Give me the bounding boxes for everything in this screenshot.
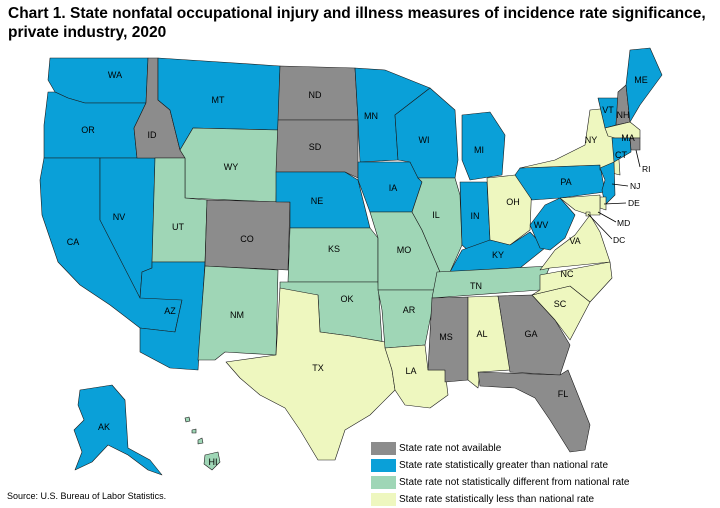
legend-swatch-not-different	[371, 476, 396, 489]
label-WV: WV	[534, 220, 549, 230]
state-FL	[477, 369, 591, 453]
leader-md	[597, 211, 617, 223]
leader-nj	[611, 183, 629, 187]
state-NC	[531, 261, 613, 303]
chart-title: Chart 1. State nonfatal occupational inj…	[8, 5, 706, 41]
state-WV	[529, 197, 576, 251]
label-AL: AL	[476, 329, 487, 339]
label-IA: IA	[389, 183, 398, 193]
state-ME	[625, 47, 663, 123]
source-note: Source: U.S. Bureau of Labor Statistics.	[7, 491, 167, 501]
label-OK: OK	[340, 294, 353, 304]
label-FL: FL	[558, 389, 569, 399]
label-WY: WY	[224, 162, 239, 172]
label-MS: MS	[439, 332, 453, 342]
label-RI: RI	[642, 164, 651, 174]
label-UT: UT	[172, 222, 184, 232]
leader-de	[603, 202, 627, 205]
label-WI: WI	[419, 135, 430, 145]
label-AK: AK	[98, 422, 110, 432]
leader-dc	[587, 213, 613, 240]
legend-item-not-available: State rate not available	[371, 440, 711, 457]
label-MD: MD	[617, 218, 630, 228]
state-labels: WA OR CA NV ID MT WY UT AZ CO NM ND SD N…	[67, 70, 651, 467]
label-IN: IN	[471, 211, 480, 221]
label-MA: MA	[621, 133, 635, 143]
label-NE: NE	[311, 196, 324, 206]
state-AR	[377, 289, 438, 349]
label-WA: WA	[108, 70, 122, 80]
label-MT: MT	[212, 95, 225, 105]
label-TX: TX	[312, 363, 324, 373]
state-MD	[559, 194, 601, 216]
legend-label-not-different: State rate not statistically different f…	[399, 477, 630, 488]
label-AZ: AZ	[164, 306, 176, 316]
state-NM	[197, 265, 279, 361]
state-TX	[225, 287, 396, 461]
label-GA: GA	[524, 329, 537, 339]
label-SD: SD	[309, 142, 322, 152]
state-KS	[287, 227, 379, 283]
state-LA	[384, 344, 449, 409]
legend-swatch-less	[371, 493, 396, 506]
state-SD	[275, 119, 359, 179]
label-KS: KS	[328, 244, 340, 254]
label-DC: DC	[613, 235, 625, 245]
label-MO: MO	[397, 245, 412, 255]
label-NH: NH	[617, 110, 630, 120]
label-CT: CT	[615, 150, 627, 160]
legend-label-less: State rate statistically less than natio…	[399, 494, 595, 505]
label-LA: LA	[405, 366, 416, 376]
label-NY: NY	[585, 135, 598, 145]
label-NJ: NJ	[630, 181, 640, 191]
legend-label-not-available: State rate not available	[399, 443, 502, 454]
legend-label-greater: State rate statistically greater than na…	[399, 460, 609, 471]
state-CO	[204, 199, 291, 271]
label-VA: VA	[569, 236, 580, 246]
label-VT: VT	[602, 105, 614, 115]
label-ID: ID	[148, 130, 158, 140]
state-CT	[611, 137, 632, 163]
label-AR: AR	[403, 305, 416, 315]
leader-lines	[587, 149, 641, 240]
label-OR: OR	[81, 125, 95, 135]
state-HI	[184, 416, 221, 471]
legend-item-greater: State rate statistically greater than na…	[371, 457, 711, 474]
state-MI	[461, 111, 506, 181]
label-ND: ND	[309, 90, 322, 100]
legend-item-not-different: State rate not statistically different f…	[371, 474, 711, 491]
label-DE: DE	[628, 198, 640, 208]
label-CA: CA	[67, 237, 80, 247]
label-CO: CO	[240, 234, 254, 244]
legend-swatch-not-available	[371, 442, 396, 455]
legend: State rate not available State rate stat…	[371, 440, 711, 508]
leader-ri	[635, 149, 641, 168]
state-AK	[73, 384, 163, 476]
label-KY: KY	[492, 250, 504, 260]
label-IL: IL	[432, 210, 440, 220]
label-TN: TN	[470, 281, 482, 291]
label-OH: OH	[506, 197, 520, 207]
legend-item-less: State rate statistically less than natio…	[371, 491, 711, 508]
label-MI: MI	[474, 145, 484, 155]
label-HI: HI	[209, 457, 218, 467]
label-PA: PA	[560, 177, 571, 187]
label-MN: MN	[364, 111, 378, 121]
label-NV: NV	[113, 212, 126, 222]
label-NC: NC	[561, 269, 574, 279]
label-ME: ME	[634, 75, 648, 85]
label-SC: SC	[554, 299, 567, 309]
state-VA	[539, 214, 611, 271]
label-NM: NM	[230, 310, 244, 320]
state-DE	[599, 196, 607, 211]
legend-swatch-greater	[371, 459, 396, 472]
